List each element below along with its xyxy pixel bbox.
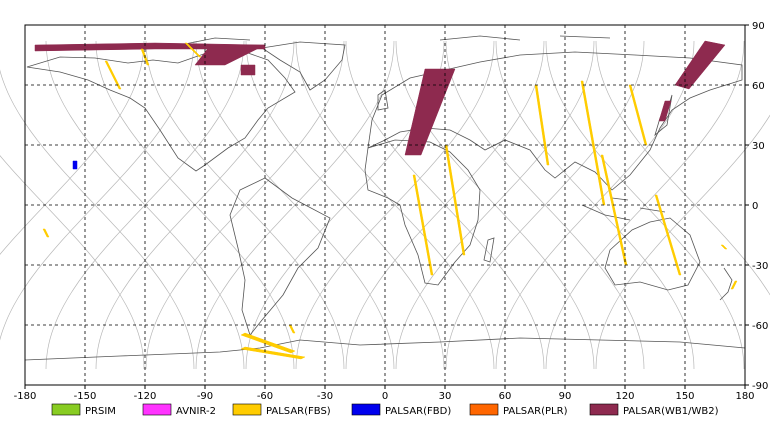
x-tick-label: -30: [317, 391, 333, 402]
legend-item: AVNIR-2: [142, 403, 216, 417]
coastline-eurasia: [367, 51, 743, 191]
x-tick-label: -60: [257, 391, 273, 402]
x-tick-label: -90: [197, 391, 213, 402]
coverage-swath: [628, 84, 648, 146]
coverage-swath: [240, 346, 306, 360]
coastline-arctic-islands: [179, 35, 611, 46]
x-tick-label: 0: [382, 391, 388, 402]
coverage-swath: [658, 100, 672, 122]
legend-item: PALSAR(PLR): [469, 403, 568, 417]
coverage-swath: [580, 80, 606, 206]
legend-swatch: [469, 403, 499, 416]
coastline-madagascar: [483, 237, 495, 263]
coastline-antarctica: [24, 337, 746, 361]
orbit-track: [0, 69, 195, 370]
coastline-australia: [604, 217, 701, 291]
coverage-swaths: [34, 40, 738, 360]
x-tick-label: 180: [735, 391, 754, 402]
orbit-track: [145, 40, 345, 370]
x-tick-label: 30: [439, 391, 452, 402]
legend-item: PALSAR(WB1/WB2): [589, 403, 719, 417]
coverage-swath: [240, 64, 256, 76]
legend: PRSIM AVNIR-2 PALSAR(FBS) PALSAR(FBD) PALSAR…: [51, 403, 719, 417]
coastline-south-america: [229, 177, 331, 336]
y-tick-label: -90: [752, 381, 768, 392]
x-tick-label: -150: [74, 391, 97, 402]
legend-swatch: [51, 403, 81, 416]
legend-label: PALSAR(FBS): [266, 406, 331, 417]
legend-label: PRSIM: [85, 406, 116, 417]
orbit-track: [445, 40, 645, 370]
x-tick-label: -180: [14, 391, 37, 402]
x-tick-label: 60: [499, 391, 512, 402]
y-tick-label: -60: [752, 321, 768, 332]
x-tick-label: 120: [615, 391, 634, 402]
legend-label: PALSAR(WB1/WB2): [623, 406, 719, 417]
coverage-swath: [412, 174, 434, 276]
coverage-swath: [104, 60, 122, 90]
legend-item: PALSAR(FBS): [232, 403, 331, 417]
coverage-swath: [404, 68, 456, 156]
legend-swatch: [351, 403, 381, 416]
coastlines: [24, 35, 746, 361]
y-tick-label: 30: [752, 141, 765, 152]
legend-label: AVNIR-2: [176, 406, 216, 417]
y-tick-label: 90: [752, 21, 765, 32]
y-tick-label: -30: [752, 261, 768, 272]
legend-swatch: [232, 403, 262, 416]
x-tick-label: -120: [134, 391, 157, 402]
legend-item: PALSAR(FBD): [351, 403, 451, 417]
legend-label: PALSAR(PLR): [503, 406, 568, 417]
coverage-swath: [184, 42, 202, 58]
coverage-swath: [194, 44, 266, 66]
x-tick-label: 90: [559, 391, 572, 402]
grid-lines: [25, 25, 745, 385]
coverage-swath: [654, 194, 682, 276]
y-tick-label: 0: [752, 201, 758, 212]
coastline-uk: [377, 89, 389, 111]
coverage-swath: [42, 228, 50, 238]
axis-ticks: -180 -150 -120 -90 -60 -30 0 30 60 90 120 150 180 90 6…: [14, 21, 769, 402]
orbit-track: [595, 40, 770, 296]
y-tick-label: 60: [752, 81, 765, 92]
legend-item: PRSIM: [51, 403, 116, 417]
legend-swatch: [142, 403, 172, 416]
legend-swatch: [589, 403, 619, 416]
orbit-track: [295, 40, 495, 370]
coastline-new-zealand: [719, 267, 733, 301]
legend-label: PALSAR(FBD): [385, 406, 451, 417]
coverage-swath: [240, 332, 296, 354]
coverage-swath: [72, 160, 78, 170]
x-tick-label: 150: [675, 391, 694, 402]
coverage-swath: [730, 280, 738, 290]
coverage-swath: [720, 244, 728, 250]
coastline-north-america: [26, 49, 296, 172]
